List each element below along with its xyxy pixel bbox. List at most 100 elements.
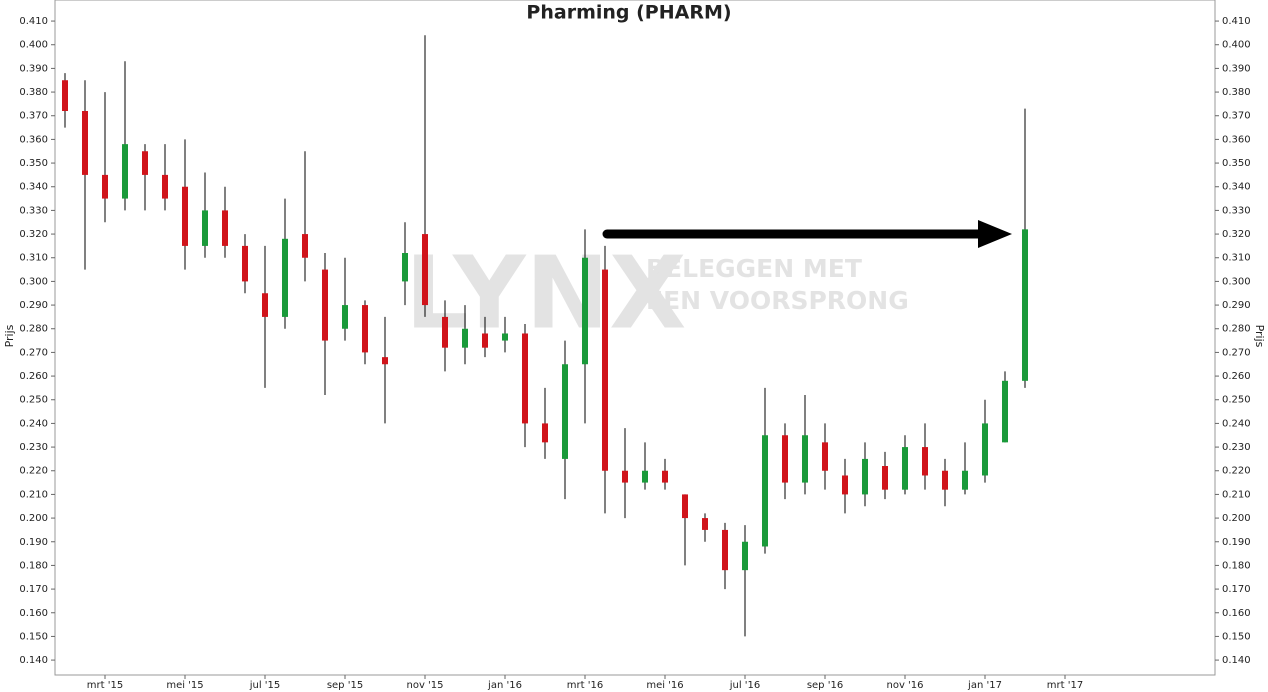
chart-title: Pharming (PHARM) bbox=[526, 2, 731, 24]
y-tick-label: 0.160 bbox=[1222, 608, 1251, 619]
y-tick-label: 0.330 bbox=[19, 205, 48, 216]
candle-body bbox=[682, 494, 688, 519]
candle-body bbox=[342, 305, 348, 329]
y-tick-label: 0.140 bbox=[19, 655, 48, 666]
y-tick-label: 0.280 bbox=[1222, 324, 1251, 335]
candle-body bbox=[742, 541, 748, 571]
candle-body bbox=[122, 144, 128, 199]
candle-body bbox=[422, 234, 428, 306]
y-tick-label: 0.380 bbox=[1222, 87, 1251, 98]
y-tick-label: 0.240 bbox=[1222, 418, 1251, 429]
candle-body bbox=[262, 293, 268, 317]
candle-body bbox=[922, 447, 928, 476]
candle-body bbox=[542, 423, 548, 443]
annotation-arrow bbox=[602, 220, 1012, 248]
candle-body bbox=[602, 269, 608, 471]
y-tick-label: 0.400 bbox=[1222, 40, 1251, 51]
y-tick-label: 0.170 bbox=[1222, 584, 1251, 595]
candle-body bbox=[582, 257, 588, 365]
candle-body bbox=[962, 470, 968, 490]
x-tick-label: sep '15 bbox=[327, 680, 363, 691]
candle-body bbox=[822, 442, 828, 471]
y-axis-label: Prijs bbox=[1253, 325, 1266, 348]
y-tick-label: 0.220 bbox=[19, 466, 48, 477]
candle-body bbox=[102, 174, 108, 199]
candle-body bbox=[142, 151, 148, 175]
x-tick-label: nov '15 bbox=[406, 680, 443, 691]
y-tick-label: 0.280 bbox=[19, 324, 48, 335]
candle-body bbox=[182, 186, 188, 246]
y-tick-label: 0.320 bbox=[1222, 229, 1251, 240]
y-tick-label: 0.360 bbox=[1222, 134, 1251, 145]
y-tick-label: 0.250 bbox=[19, 395, 48, 406]
y-tick-label: 0.210 bbox=[19, 489, 48, 500]
candle-body bbox=[162, 174, 168, 199]
candle-body bbox=[382, 357, 388, 365]
candle-body bbox=[982, 423, 988, 476]
candle-body bbox=[502, 333, 508, 341]
x-tick-label: mrt '15 bbox=[87, 680, 123, 691]
y-tick-label: 0.220 bbox=[1222, 466, 1251, 477]
x-tick-label: mrt '17 bbox=[1047, 680, 1083, 691]
y-tick-label: 0.160 bbox=[19, 608, 48, 619]
y-tick-label: 0.300 bbox=[1222, 276, 1251, 287]
watermark-line: EEN VOORSPRONG bbox=[646, 286, 909, 315]
y-tick-label: 0.200 bbox=[1222, 513, 1251, 524]
candle-body bbox=[782, 435, 788, 483]
y-tick-label: 0.200 bbox=[19, 513, 48, 524]
watermark-line: BELEGGEN MET bbox=[646, 254, 862, 283]
candle-body bbox=[702, 518, 708, 530]
candle-body bbox=[202, 210, 208, 246]
candle-body bbox=[242, 245, 248, 282]
y-tick-label: 0.370 bbox=[19, 111, 48, 122]
y-tick-label: 0.310 bbox=[1222, 253, 1251, 264]
y-axis-label: Prijs bbox=[3, 324, 16, 347]
y-tick-label: 0.400 bbox=[19, 40, 48, 51]
y-tick-label: 0.270 bbox=[19, 347, 48, 358]
candle-body bbox=[862, 458, 868, 495]
candle-body bbox=[482, 333, 488, 348]
y-tick-label: 0.230 bbox=[19, 442, 48, 453]
candle-body bbox=[622, 470, 628, 483]
y-tick-label: 0.190 bbox=[1222, 537, 1251, 548]
y-tick-label: 0.150 bbox=[19, 631, 48, 642]
candle-body bbox=[282, 238, 288, 317]
y-tick-label: 0.300 bbox=[19, 276, 48, 287]
candle-body bbox=[942, 470, 948, 490]
x-tick-label: sep '16 bbox=[807, 680, 843, 691]
candle-body bbox=[1022, 229, 1028, 381]
y-tick-label: 0.330 bbox=[1222, 205, 1251, 216]
y-tick-label: 0.290 bbox=[19, 300, 48, 311]
y-tick-label: 0.140 bbox=[1222, 655, 1251, 666]
y-tick-label: 0.290 bbox=[1222, 300, 1251, 311]
y-tick-label: 0.190 bbox=[19, 537, 48, 548]
x-tick-label: mei '15 bbox=[166, 680, 203, 691]
candle-body bbox=[902, 447, 908, 490]
candle-body bbox=[882, 466, 888, 490]
candle-body bbox=[842, 475, 848, 495]
plot-frame bbox=[54, 0, 1216, 676]
x-tick-label: jul '16 bbox=[729, 680, 761, 691]
y-tick-label: 0.310 bbox=[19, 253, 48, 264]
y-tick-label: 0.240 bbox=[19, 418, 48, 429]
candle-body bbox=[362, 305, 368, 353]
candle-body bbox=[662, 470, 668, 483]
y-tick-label: 0.410 bbox=[1222, 16, 1251, 27]
watermark: LYNX BELEGGEN MET EEN VOORSPRONG bbox=[405, 234, 909, 351]
y-tick-label: 0.260 bbox=[19, 371, 48, 382]
candle-body bbox=[442, 316, 448, 348]
y-tick-label: 0.340 bbox=[19, 182, 48, 193]
y-tick-label: 0.150 bbox=[1222, 631, 1251, 642]
watermark-logo: LYNX bbox=[405, 234, 686, 351]
candle-body bbox=[402, 253, 408, 282]
y-tick-label: 0.270 bbox=[1222, 347, 1251, 358]
y-tick-label: 0.350 bbox=[1222, 158, 1251, 169]
y-tick-label: 0.260 bbox=[1222, 371, 1251, 382]
candle-body bbox=[642, 470, 648, 483]
x-tick-label: jul '15 bbox=[249, 680, 281, 691]
arrow-head bbox=[978, 220, 1012, 248]
candle-body bbox=[1002, 380, 1008, 443]
candle-body bbox=[522, 333, 528, 424]
x-tick-label: nov '16 bbox=[886, 680, 923, 691]
